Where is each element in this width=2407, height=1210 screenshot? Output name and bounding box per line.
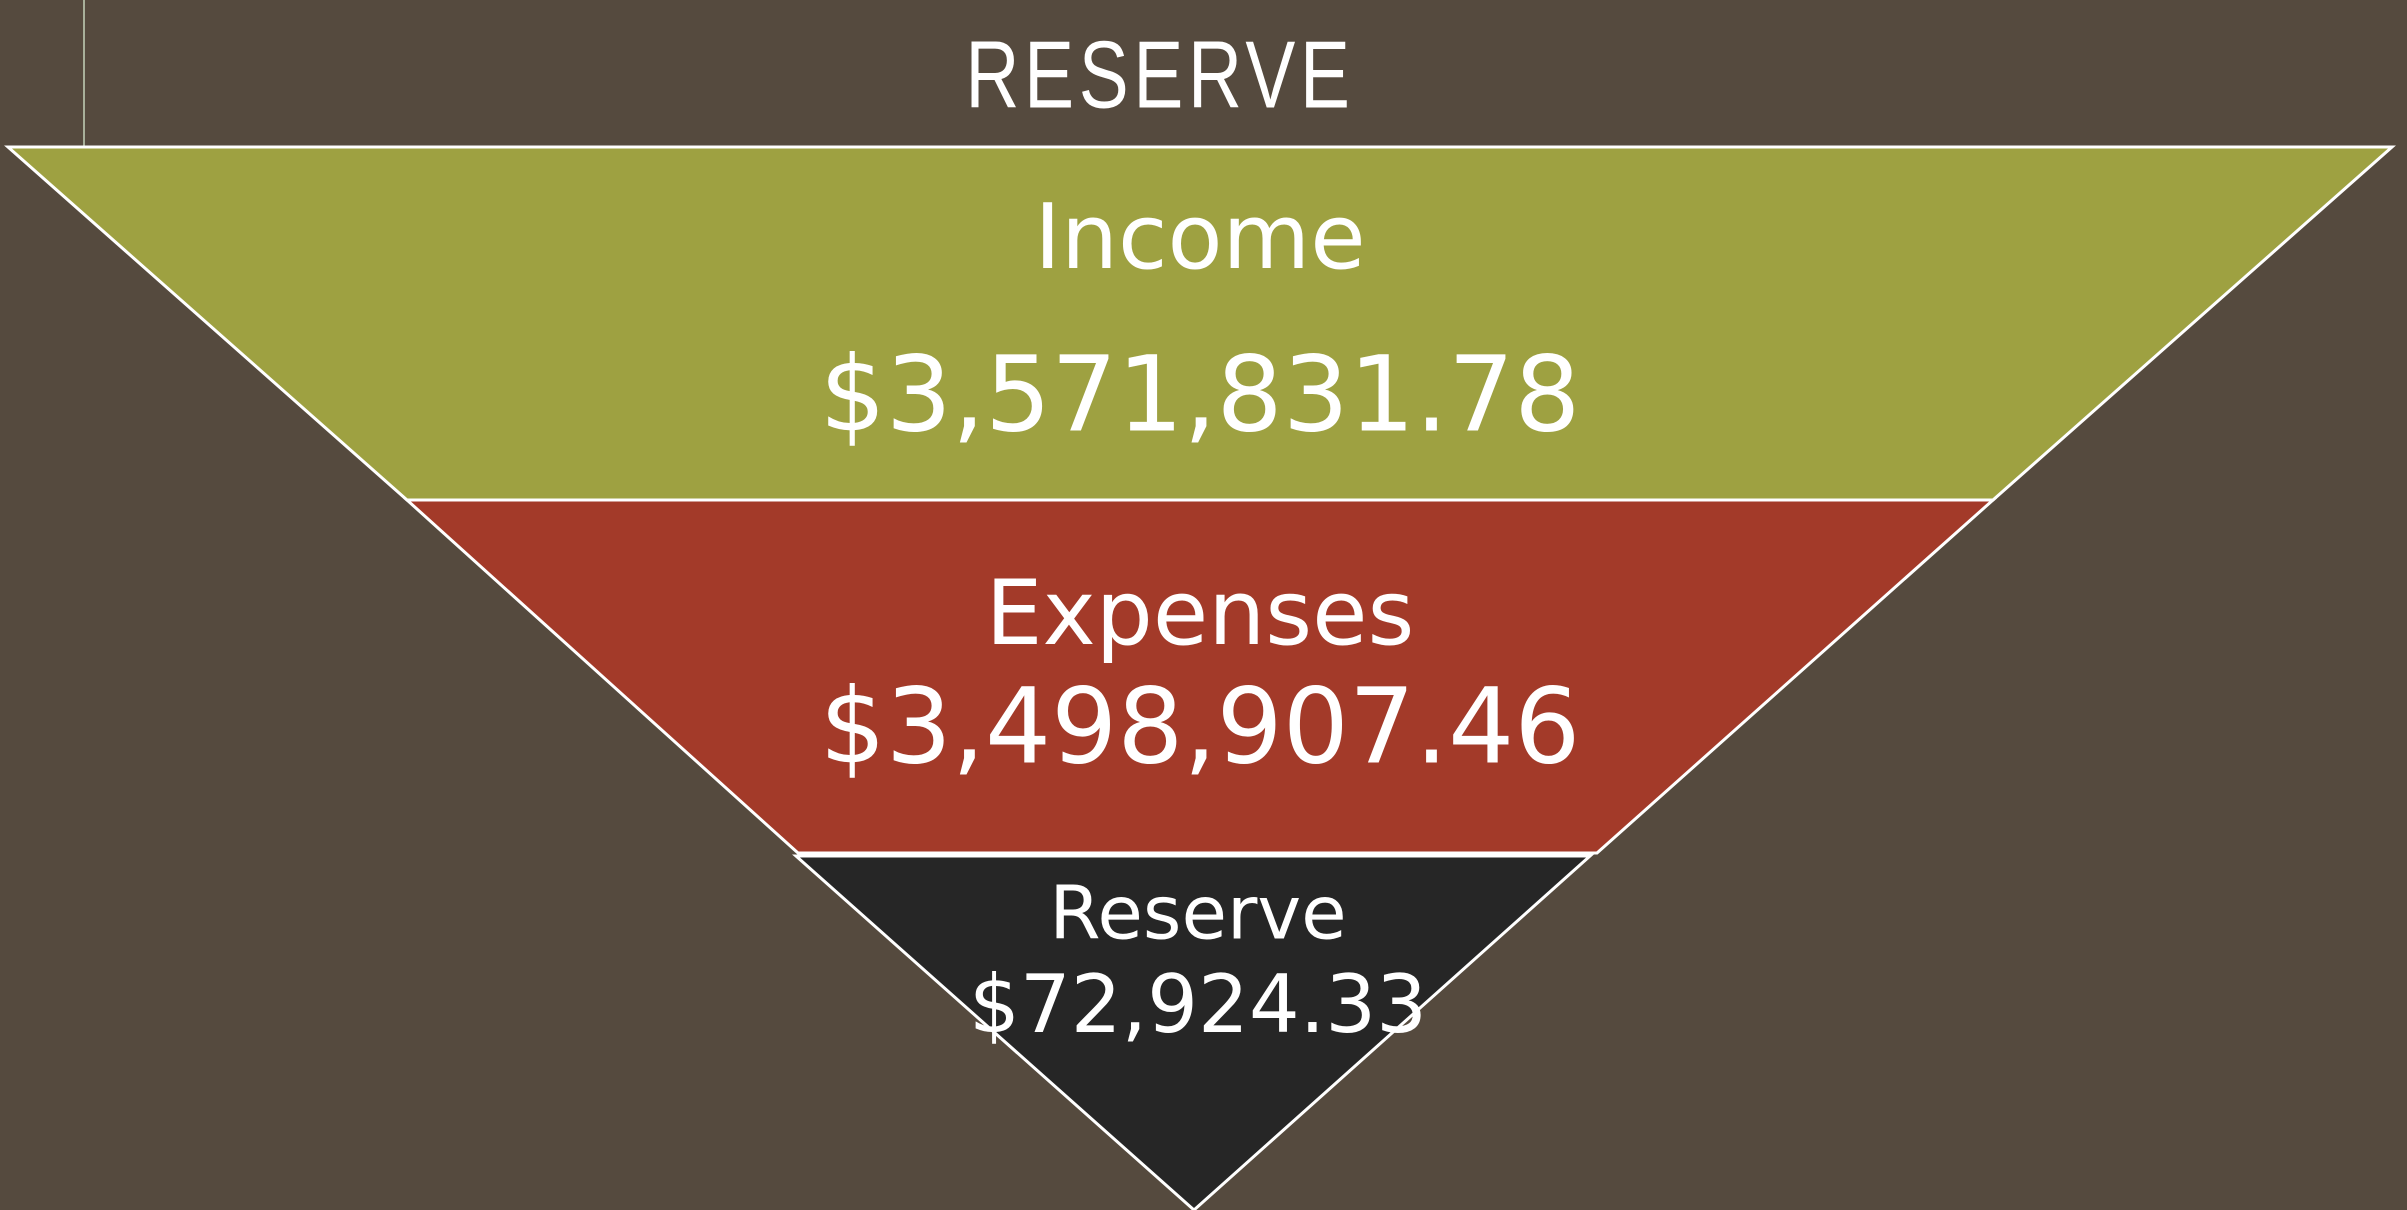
- expenses-label: Expenses: [986, 561, 1415, 666]
- expenses-amount: $3,498,907.46: [820, 665, 1581, 787]
- slide-title: RESERVE: [965, 21, 1354, 128]
- funnel-reserve: [792, 854, 1594, 1210]
- reserve-label: Reserve: [1049, 871, 1346, 957]
- income-amount: $3,571,831.78: [820, 333, 1581, 455]
- reserve-amount: $72,924.33: [969, 958, 1427, 1051]
- income-label: Income: [1034, 185, 1365, 290]
- funnel-expenses: [403, 498, 1997, 855]
